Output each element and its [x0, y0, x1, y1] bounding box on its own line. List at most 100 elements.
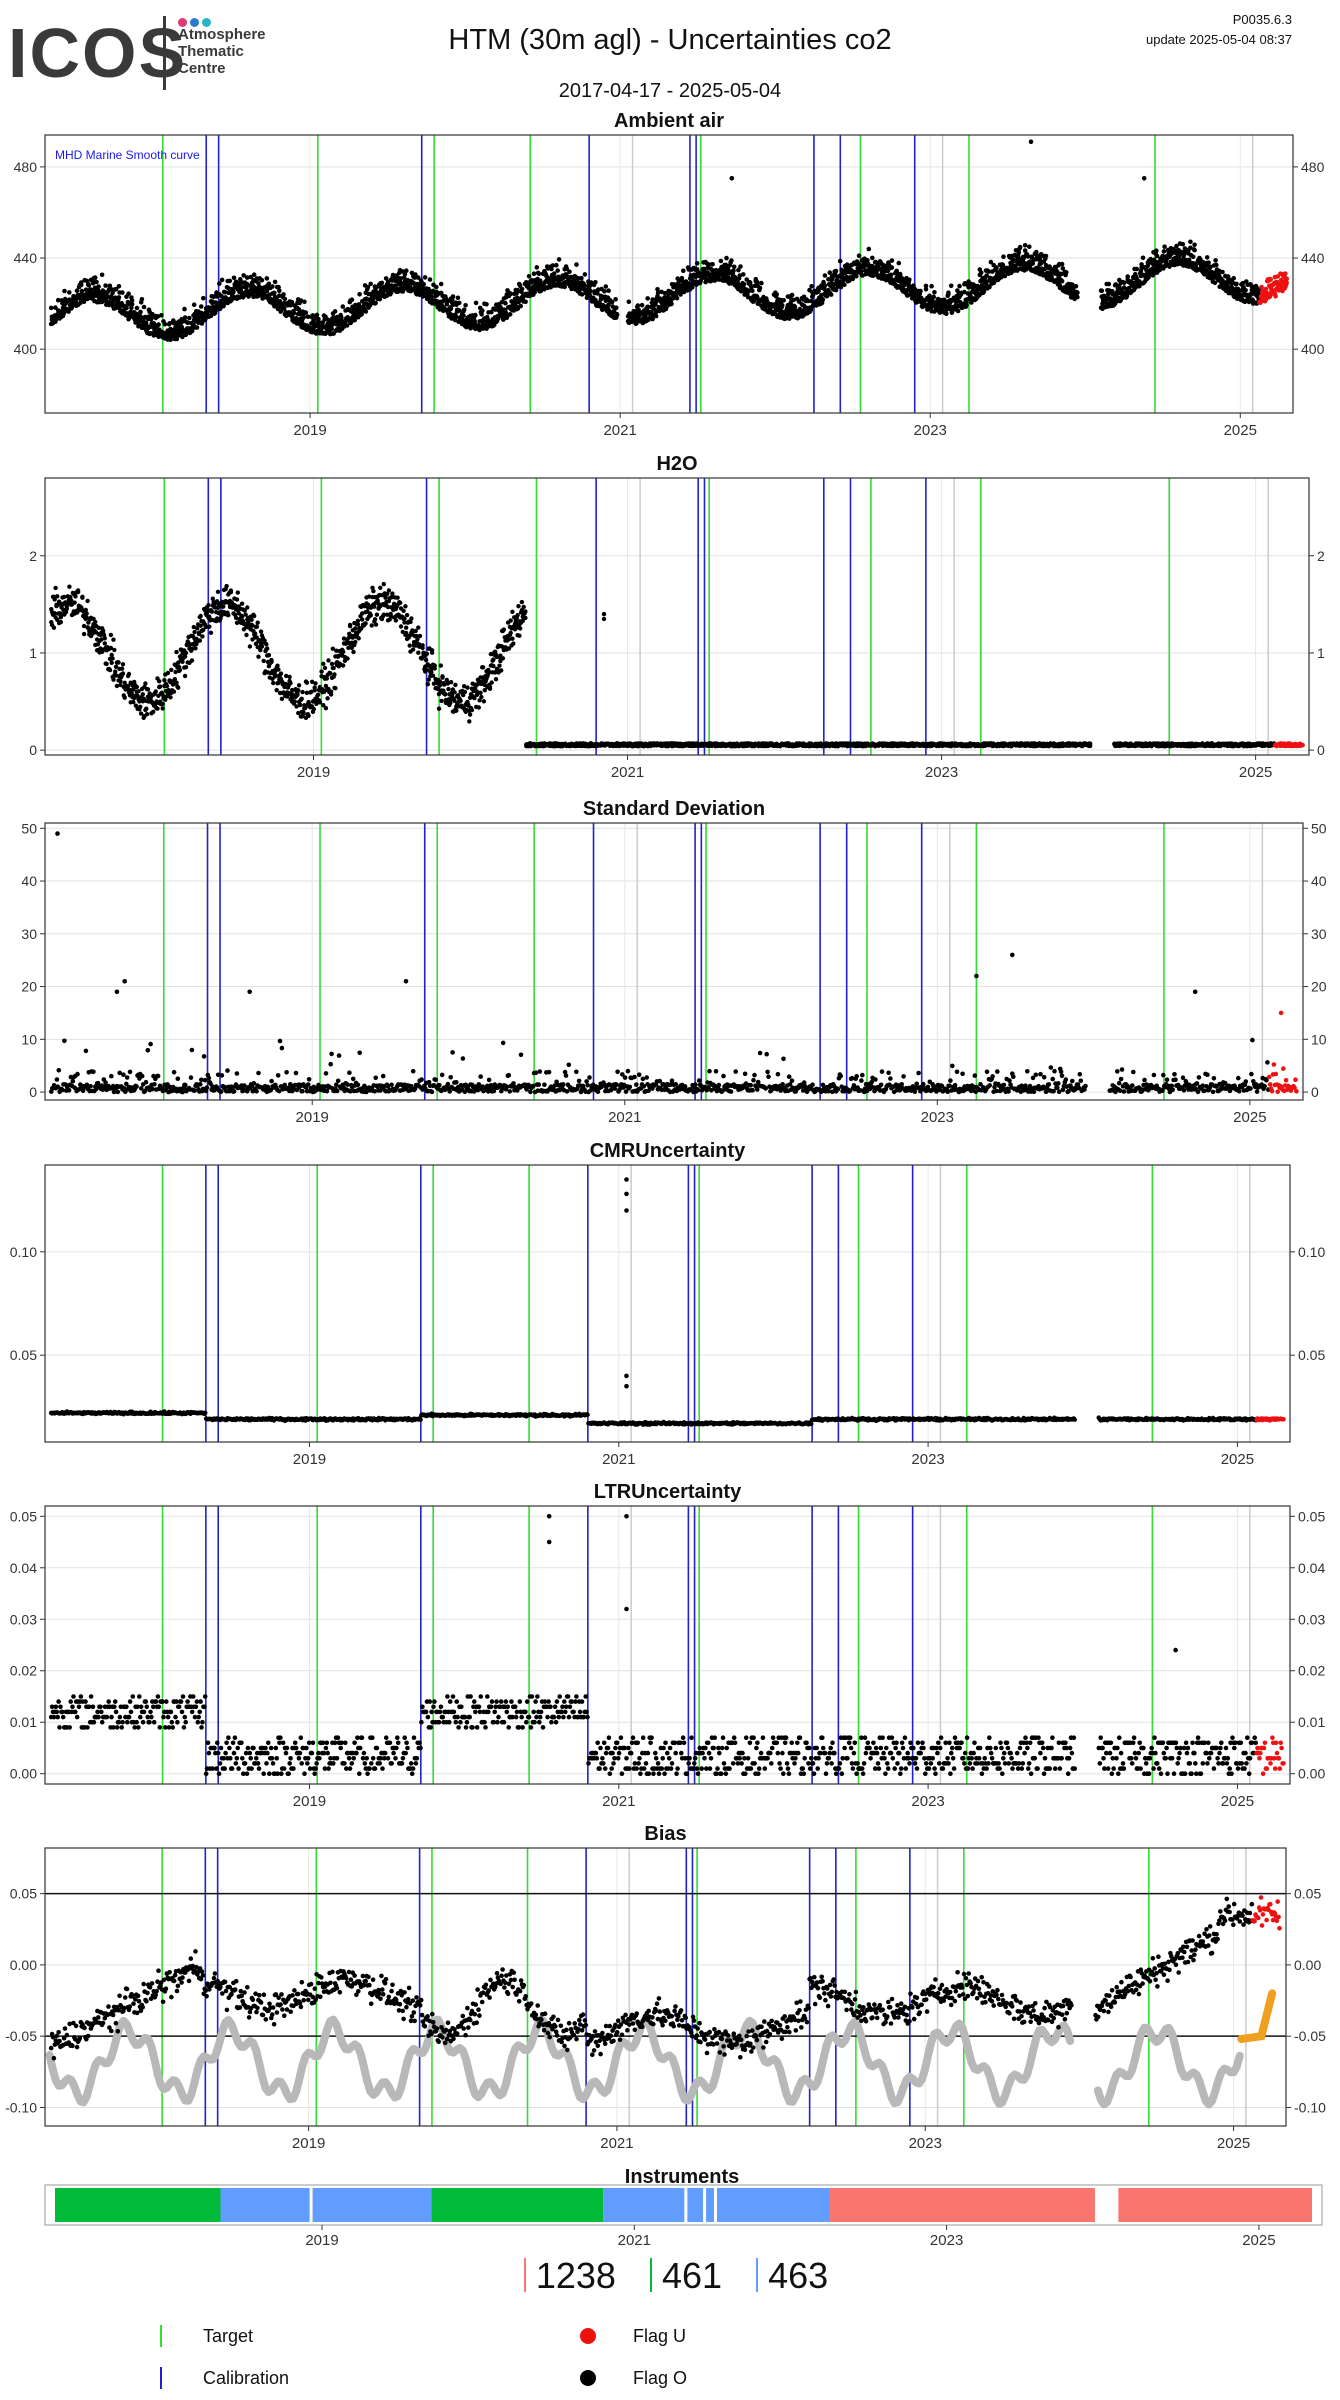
- data-point: [521, 604, 526, 610]
- data-point: [328, 692, 334, 697]
- data-point: [626, 299, 632, 305]
- data-point: [957, 283, 962, 289]
- data-point: [1231, 276, 1236, 281]
- data-point: [1073, 284, 1079, 289]
- data-point: [516, 604, 521, 609]
- data-point: [174, 336, 180, 342]
- data-point: [500, 656, 506, 661]
- data-point: [332, 672, 337, 677]
- data-point: [931, 294, 936, 300]
- data-point: [328, 671, 333, 676]
- data-point: [729, 176, 735, 181]
- data-point: [83, 287, 89, 293]
- data-point: [398, 624, 404, 629]
- data-point: [613, 297, 618, 302]
- data-point: [200, 634, 205, 639]
- data-point: [105, 294, 110, 300]
- data-point: [1268, 277, 1273, 282]
- data-point: [92, 275, 98, 280]
- data-point: [269, 659, 274, 665]
- data-point: [467, 712, 473, 717]
- data-point: [249, 617, 254, 622]
- data-point: [116, 284, 122, 289]
- data-point: [452, 690, 457, 695]
- data-point: [518, 626, 523, 631]
- data-point: [264, 642, 269, 647]
- data-point: [491, 657, 496, 662]
- data-point: [1075, 290, 1080, 296]
- data-point: [340, 304, 346, 309]
- data-point: [534, 265, 540, 270]
- data-point: [220, 604, 226, 609]
- data-point: [112, 647, 117, 653]
- logo-divider: [163, 16, 166, 90]
- data-point: [378, 585, 383, 590]
- data-point: [326, 658, 331, 663]
- data-point: [341, 649, 346, 654]
- data-point: [281, 292, 286, 297]
- data-point: [151, 709, 156, 714]
- data-point: [820, 297, 826, 303]
- data-point: [398, 600, 403, 605]
- data-point: [84, 611, 89, 616]
- data-point: [635, 303, 641, 308]
- data-point: [574, 262, 579, 267]
- data-point: [1259, 284, 1264, 290]
- data-point: [264, 276, 270, 281]
- data-point: [650, 297, 655, 302]
- data-point: [300, 689, 305, 695]
- data-point: [349, 297, 355, 303]
- data-point: [1016, 250, 1022, 255]
- data-point: [245, 605, 250, 610]
- data-point: [345, 656, 350, 661]
- data-point: [1192, 247, 1197, 253]
- data-point: [416, 650, 421, 655]
- data-point: [226, 613, 231, 618]
- data-point: [192, 629, 197, 635]
- data-point: [918, 288, 923, 294]
- data-point: [523, 299, 528, 305]
- data-point: [288, 680, 293, 686]
- data-point: [116, 660, 121, 665]
- data-point: [55, 297, 61, 303]
- data-point: [1022, 243, 1028, 248]
- data-point: [311, 706, 316, 712]
- data-point: [606, 288, 611, 294]
- data-point: [58, 619, 63, 625]
- data-point: [162, 322, 168, 327]
- data-point: [303, 705, 308, 710]
- data-point: [360, 617, 365, 622]
- data-point: [182, 315, 188, 320]
- data-point: [198, 613, 203, 619]
- data-point: [731, 264, 737, 270]
- data-point: [523, 609, 528, 614]
- data-point: [185, 320, 191, 326]
- data-point: [432, 666, 437, 671]
- data-point: [519, 286, 525, 292]
- data-point: [301, 710, 306, 715]
- data-point: [416, 625, 421, 630]
- data-point: [296, 688, 301, 693]
- data-point: [259, 277, 265, 283]
- data-point: [372, 604, 377, 609]
- data-point: [177, 667, 183, 673]
- data-point: [162, 678, 167, 683]
- data-point: [271, 680, 276, 686]
- data-point: [292, 699, 297, 704]
- data-point: [140, 692, 145, 697]
- data-point: [442, 691, 448, 697]
- data-point: [167, 321, 173, 326]
- data-point: [319, 669, 324, 674]
- data-point: [252, 613, 257, 619]
- data-point: [1140, 255, 1146, 261]
- data-point: [304, 680, 310, 685]
- data-point: [73, 594, 78, 599]
- data-point: [102, 641, 108, 646]
- data-point: [1121, 280, 1127, 286]
- data-point: [407, 643, 412, 648]
- data-point: [303, 310, 309, 315]
- data-point: [176, 685, 181, 690]
- data-point: [429, 648, 435, 653]
